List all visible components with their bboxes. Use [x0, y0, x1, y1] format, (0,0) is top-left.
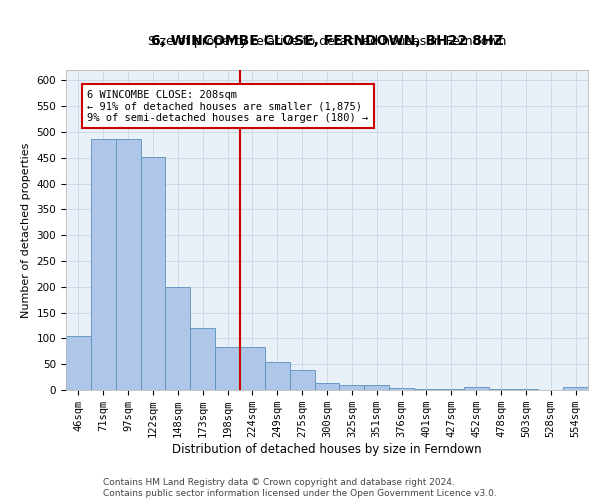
Bar: [265, 362, 290, 390]
Bar: [140, 156, 166, 390]
X-axis label: Distribution of detached houses by size in Ferndown: Distribution of detached houses by size …: [172, 443, 482, 456]
Text: Contains HM Land Registry data © Crown copyright and database right 2024.
Contai: Contains HM Land Registry data © Crown c…: [103, 478, 497, 498]
Bar: [166, 287, 190, 390]
Bar: [91, 138, 116, 390]
Bar: [389, 388, 414, 390]
Y-axis label: Number of detached properties: Number of detached properties: [21, 142, 31, 318]
Title: Size of property relative to detached houses in Ferndown: Size of property relative to detached ho…: [148, 35, 506, 48]
Bar: [464, 388, 488, 390]
Bar: [314, 383, 340, 390]
Bar: [116, 138, 140, 390]
Bar: [364, 385, 389, 390]
Text: 6 WINCOMBE CLOSE: 208sqm
← 91% of detached houses are smaller (1,875)
9% of semi: 6 WINCOMBE CLOSE: 208sqm ← 91% of detach…: [87, 90, 368, 123]
Bar: [290, 370, 314, 390]
Bar: [340, 386, 364, 390]
Bar: [215, 347, 240, 390]
Text: 6, WINCOMBE CLOSE, FERNDOWN, BH22 8HZ: 6, WINCOMBE CLOSE, FERNDOWN, BH22 8HZ: [151, 34, 503, 48]
Bar: [240, 347, 265, 390]
Bar: [563, 387, 588, 390]
Bar: [190, 328, 215, 390]
Bar: [66, 336, 91, 390]
